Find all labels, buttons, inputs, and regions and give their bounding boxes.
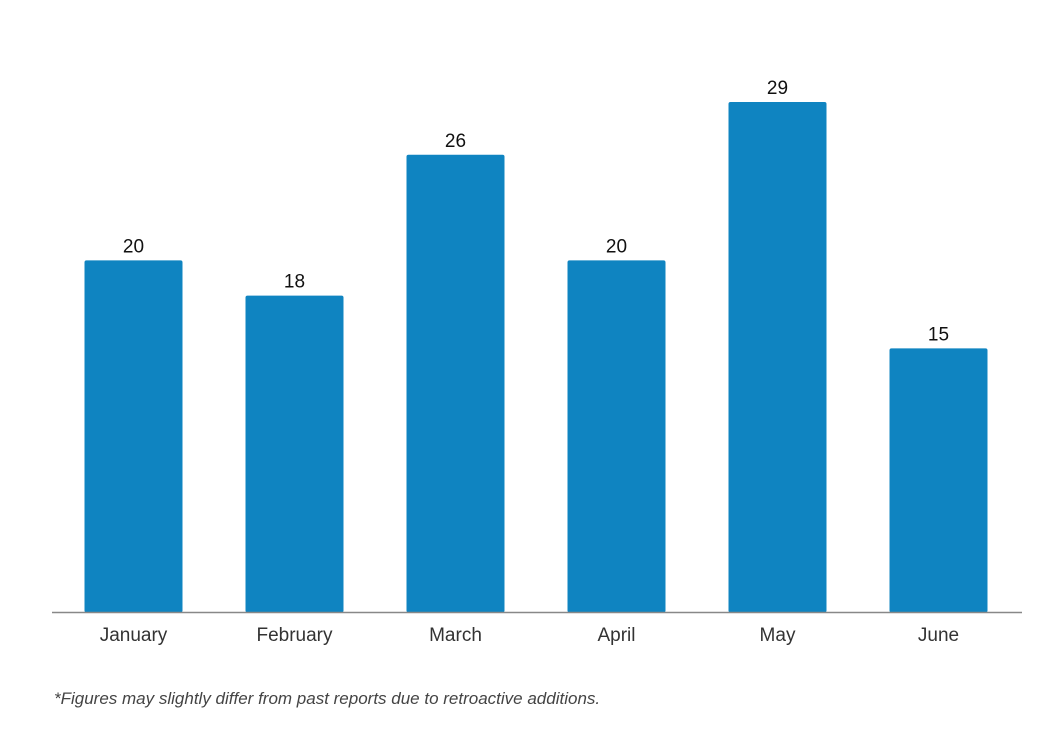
bar-january bbox=[84, 260, 183, 613]
x-tick-label-march: March bbox=[429, 625, 482, 646]
x-tick-label-may: May bbox=[760, 625, 796, 646]
bar-april bbox=[567, 260, 666, 613]
data-label-may: 29 bbox=[767, 78, 788, 99]
data-label-march: 26 bbox=[445, 131, 466, 152]
bar-february bbox=[245, 295, 344, 613]
x-tick-label-january: January bbox=[100, 625, 168, 646]
x-tick-label-february: February bbox=[256, 625, 333, 646]
bar-may bbox=[728, 102, 827, 613]
bar-march bbox=[406, 154, 505, 613]
data-label-april: 20 bbox=[606, 236, 627, 257]
footnote: *Figures may slightly differ from past r… bbox=[54, 689, 601, 708]
data-label-february: 18 bbox=[284, 272, 305, 293]
data-label-january: 20 bbox=[123, 236, 144, 257]
bar-june bbox=[889, 348, 988, 613]
data-label-june: 15 bbox=[928, 324, 949, 345]
x-tick-label-april: April bbox=[597, 625, 635, 646]
x-tick-label-june: June bbox=[918, 625, 959, 646]
